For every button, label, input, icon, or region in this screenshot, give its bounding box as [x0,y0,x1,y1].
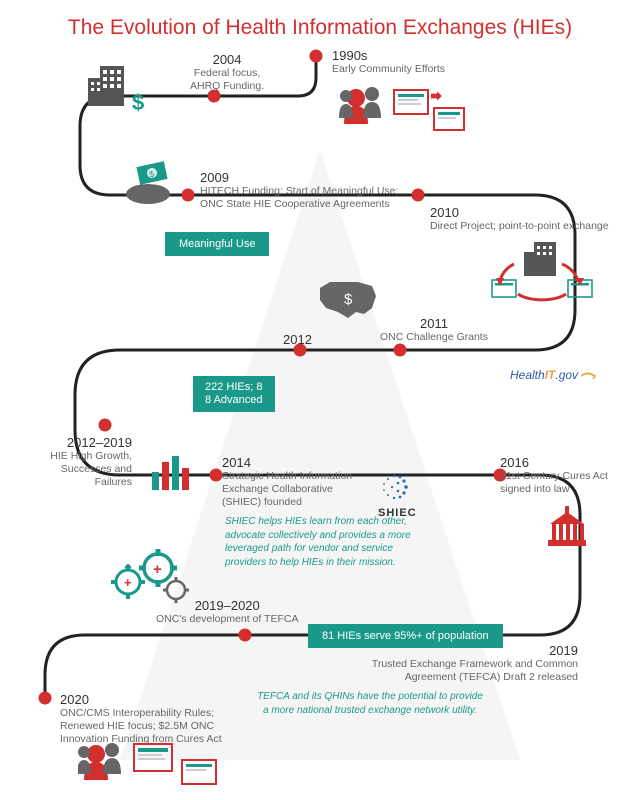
label-2009: 2009 HITECH Funding; Start of Meaningful… [200,170,398,211]
year: 2004 [190,52,264,67]
shiec-logo: SHIEC [378,472,417,519]
svg-text:$: $ [132,90,144,115]
desc: Strategic Health Information Exchange Co… [222,470,352,509]
label-2020: 2020 ONC/CMS Interoperability Rules; Ren… [60,692,222,746]
year: 2016 [500,455,608,470]
people-screens-icon [338,84,468,144]
box-line1: 222 HIEs; 8 [205,381,263,394]
label-2012-19: 2012–2019 HIE High Growth, Successes and… [22,435,132,489]
dot-2019-20 [239,629,252,642]
shiec-text: SHIEC [378,507,417,519]
capitol-icon [542,504,592,550]
desc: HIE High Growth, Successes and Failures [22,450,132,489]
label-2016: 2016 21st Century Cures Act signed into … [500,455,608,496]
logo-text-2: IT [545,368,556,382]
us-map-icon: $ [316,278,382,322]
label-2012: 2012 [283,332,312,347]
box-222-hies: 222 HIEs; 8 8 Advanced [193,376,275,412]
label-2014: 2014 Strategic Health Information Exchan… [222,455,352,509]
desc: Trusted Exchange Framework and Common Ag… [368,658,578,684]
box-text: Meaningful Use [179,238,255,250]
year: 2010 [430,205,609,220]
desc: ONC Challenge Grants [380,331,488,344]
svg-text:+: + [124,575,132,590]
bar-chart-icon [150,454,200,494]
dot-2014 [210,469,223,482]
people-screens-bottom-icon [78,740,228,794]
desc: Direct Project; point-to-point exchange [430,220,609,233]
dot-2011 [394,344,407,357]
year: 2014 [222,455,352,470]
box-meaningful-use: Meaningful Use [165,232,269,256]
note-tefca: TEFCA and its QHINs have the potential t… [230,690,510,717]
year: 2012 [283,332,312,347]
dot-2020 [39,692,52,705]
desc: Early Community Efforts [332,63,445,76]
note-shiec: SHIEC helps HIEs learn from each other, … [225,515,445,569]
desc: HITECH Funding; Start of Meaningful Use;… [200,185,398,211]
desc: Federal focus, AHRQ Funding. [190,67,264,93]
label-1990s: 1990s Early Community Efforts [332,48,445,76]
dot-2010 [412,189,425,202]
year: 2009 [200,170,398,185]
label-2010: 2010 Direct Project; point-to-point exch… [430,205,609,233]
year: 2012–2019 [22,435,132,450]
year: 2011 [380,316,488,331]
box-line2: 8 Advanced [205,394,263,407]
logo-text-3: .gov [555,368,578,382]
svg-text:$: $ [344,291,353,308]
label-2019: 2019 Trusted Exchange Framework and Comm… [368,643,578,684]
building-dollar-icon: $ [88,60,148,120]
healthit-logo: HealthIT.gov [510,368,599,382]
desc: ONC's development of TEFCA [156,613,298,626]
dot-1990s [310,50,323,63]
dot-2012-19 [99,419,112,432]
gears-icon: + + [110,548,190,604]
logo-text-1: Health [510,368,545,382]
hand-money-icon: $ [118,158,178,210]
label-2004: 2004 Federal focus, AHRQ Funding. [190,52,264,93]
box-text: 81 HIEs serve 95%+ of population [322,630,489,642]
buildings-exchange-icon [490,238,610,310]
infographic-canvas: The Evolution of Health Information Exch… [0,0,640,800]
svg-text:+: + [153,561,162,578]
box-81-hies: 81 HIEs serve 95%+ of population [308,624,503,648]
dot-2009 [182,189,195,202]
label-2011: 2011 ONC Challenge Grants [380,316,488,344]
desc: 21st Century Cures Act signed into law [500,470,608,496]
year: 1990s [332,48,445,63]
year: 2020 [60,692,222,707]
